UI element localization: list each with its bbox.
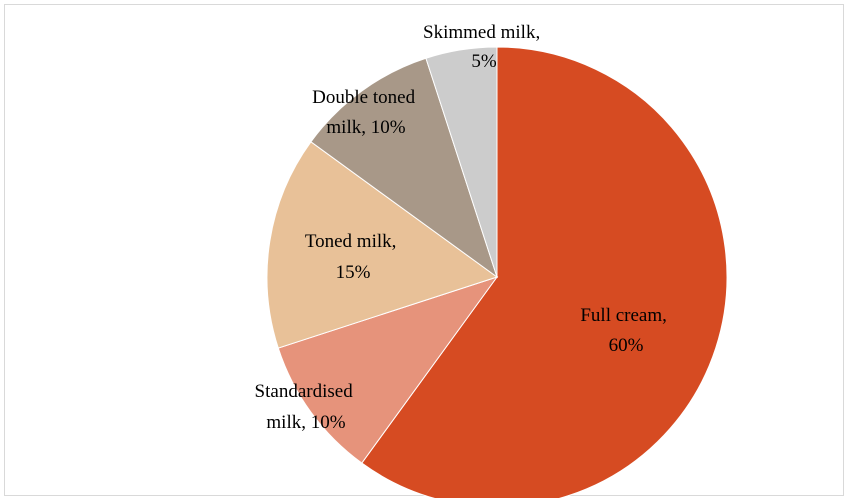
pie-slices [266,46,728,498]
pie-slice-toned-milk [266,141,499,349]
pie-slice-double-toned-milk [310,57,498,279]
label-toned-milk: Toned milk, 15% [305,231,401,283]
pie-labels: Full cream, 60% Standardised milk, 10% T… [255,22,671,433]
label-double-toned-milk: Double toned milk, 10% [312,87,420,138]
label-full-cream: Full cream, 60% [580,305,671,356]
label-standardised-milk: Standardised milk, 10% [255,381,358,433]
label-skimmed-milk: Skimmed milk, 5% [423,22,545,72]
pie-slice-standardised-milk [277,276,499,464]
pie-slice-full-cream [361,46,728,498]
pie-slice-skimmed-milk [425,46,498,278]
